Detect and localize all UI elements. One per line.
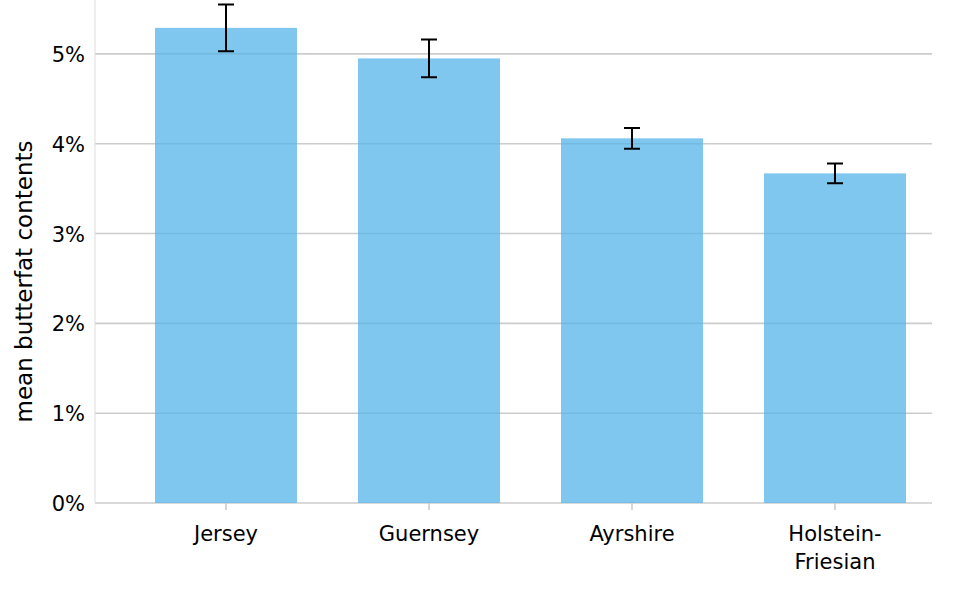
- label-line: Holstein-: [788, 522, 881, 546]
- y-axis-title: mean butterfat contents: [11, 141, 37, 423]
- y-axis-line: [95, 0, 96, 503]
- y-tick-label: 0%: [52, 492, 85, 516]
- y-tick-label: 1%: [52, 402, 85, 426]
- bar: [764, 173, 906, 503]
- x-tick-label: Ayrshire: [589, 522, 674, 546]
- bar: [358, 58, 500, 503]
- bars: [155, 4, 906, 503]
- error-bar: [827, 163, 843, 183]
- error-bar: [624, 128, 640, 149]
- y-tick-label: 4%: [52, 133, 85, 157]
- x-tick-label: Jersey: [192, 522, 258, 546]
- x-tick-label: Holstein- Friesian: [788, 522, 881, 574]
- label-line: Friesian: [795, 550, 876, 574]
- bar: [155, 28, 297, 503]
- error-bar: [421, 40, 437, 78]
- y-tick-label: 2%: [52, 312, 85, 336]
- y-tick-label: 3%: [52, 223, 85, 247]
- error-bar: [218, 4, 234, 51]
- bar: [561, 138, 703, 503]
- x-tick: [834, 503, 836, 510]
- chart: 0% 1% 2% 3% 4% 5% Jersey Guernsey Ayrshire Holste…: [0, 0, 960, 593]
- x-tick-label: Guernsey: [379, 522, 479, 546]
- x-tick: [225, 503, 227, 510]
- x-tick: [428, 503, 430, 510]
- x-tick: [631, 503, 633, 510]
- y-tick-label: 5%: [52, 43, 85, 67]
